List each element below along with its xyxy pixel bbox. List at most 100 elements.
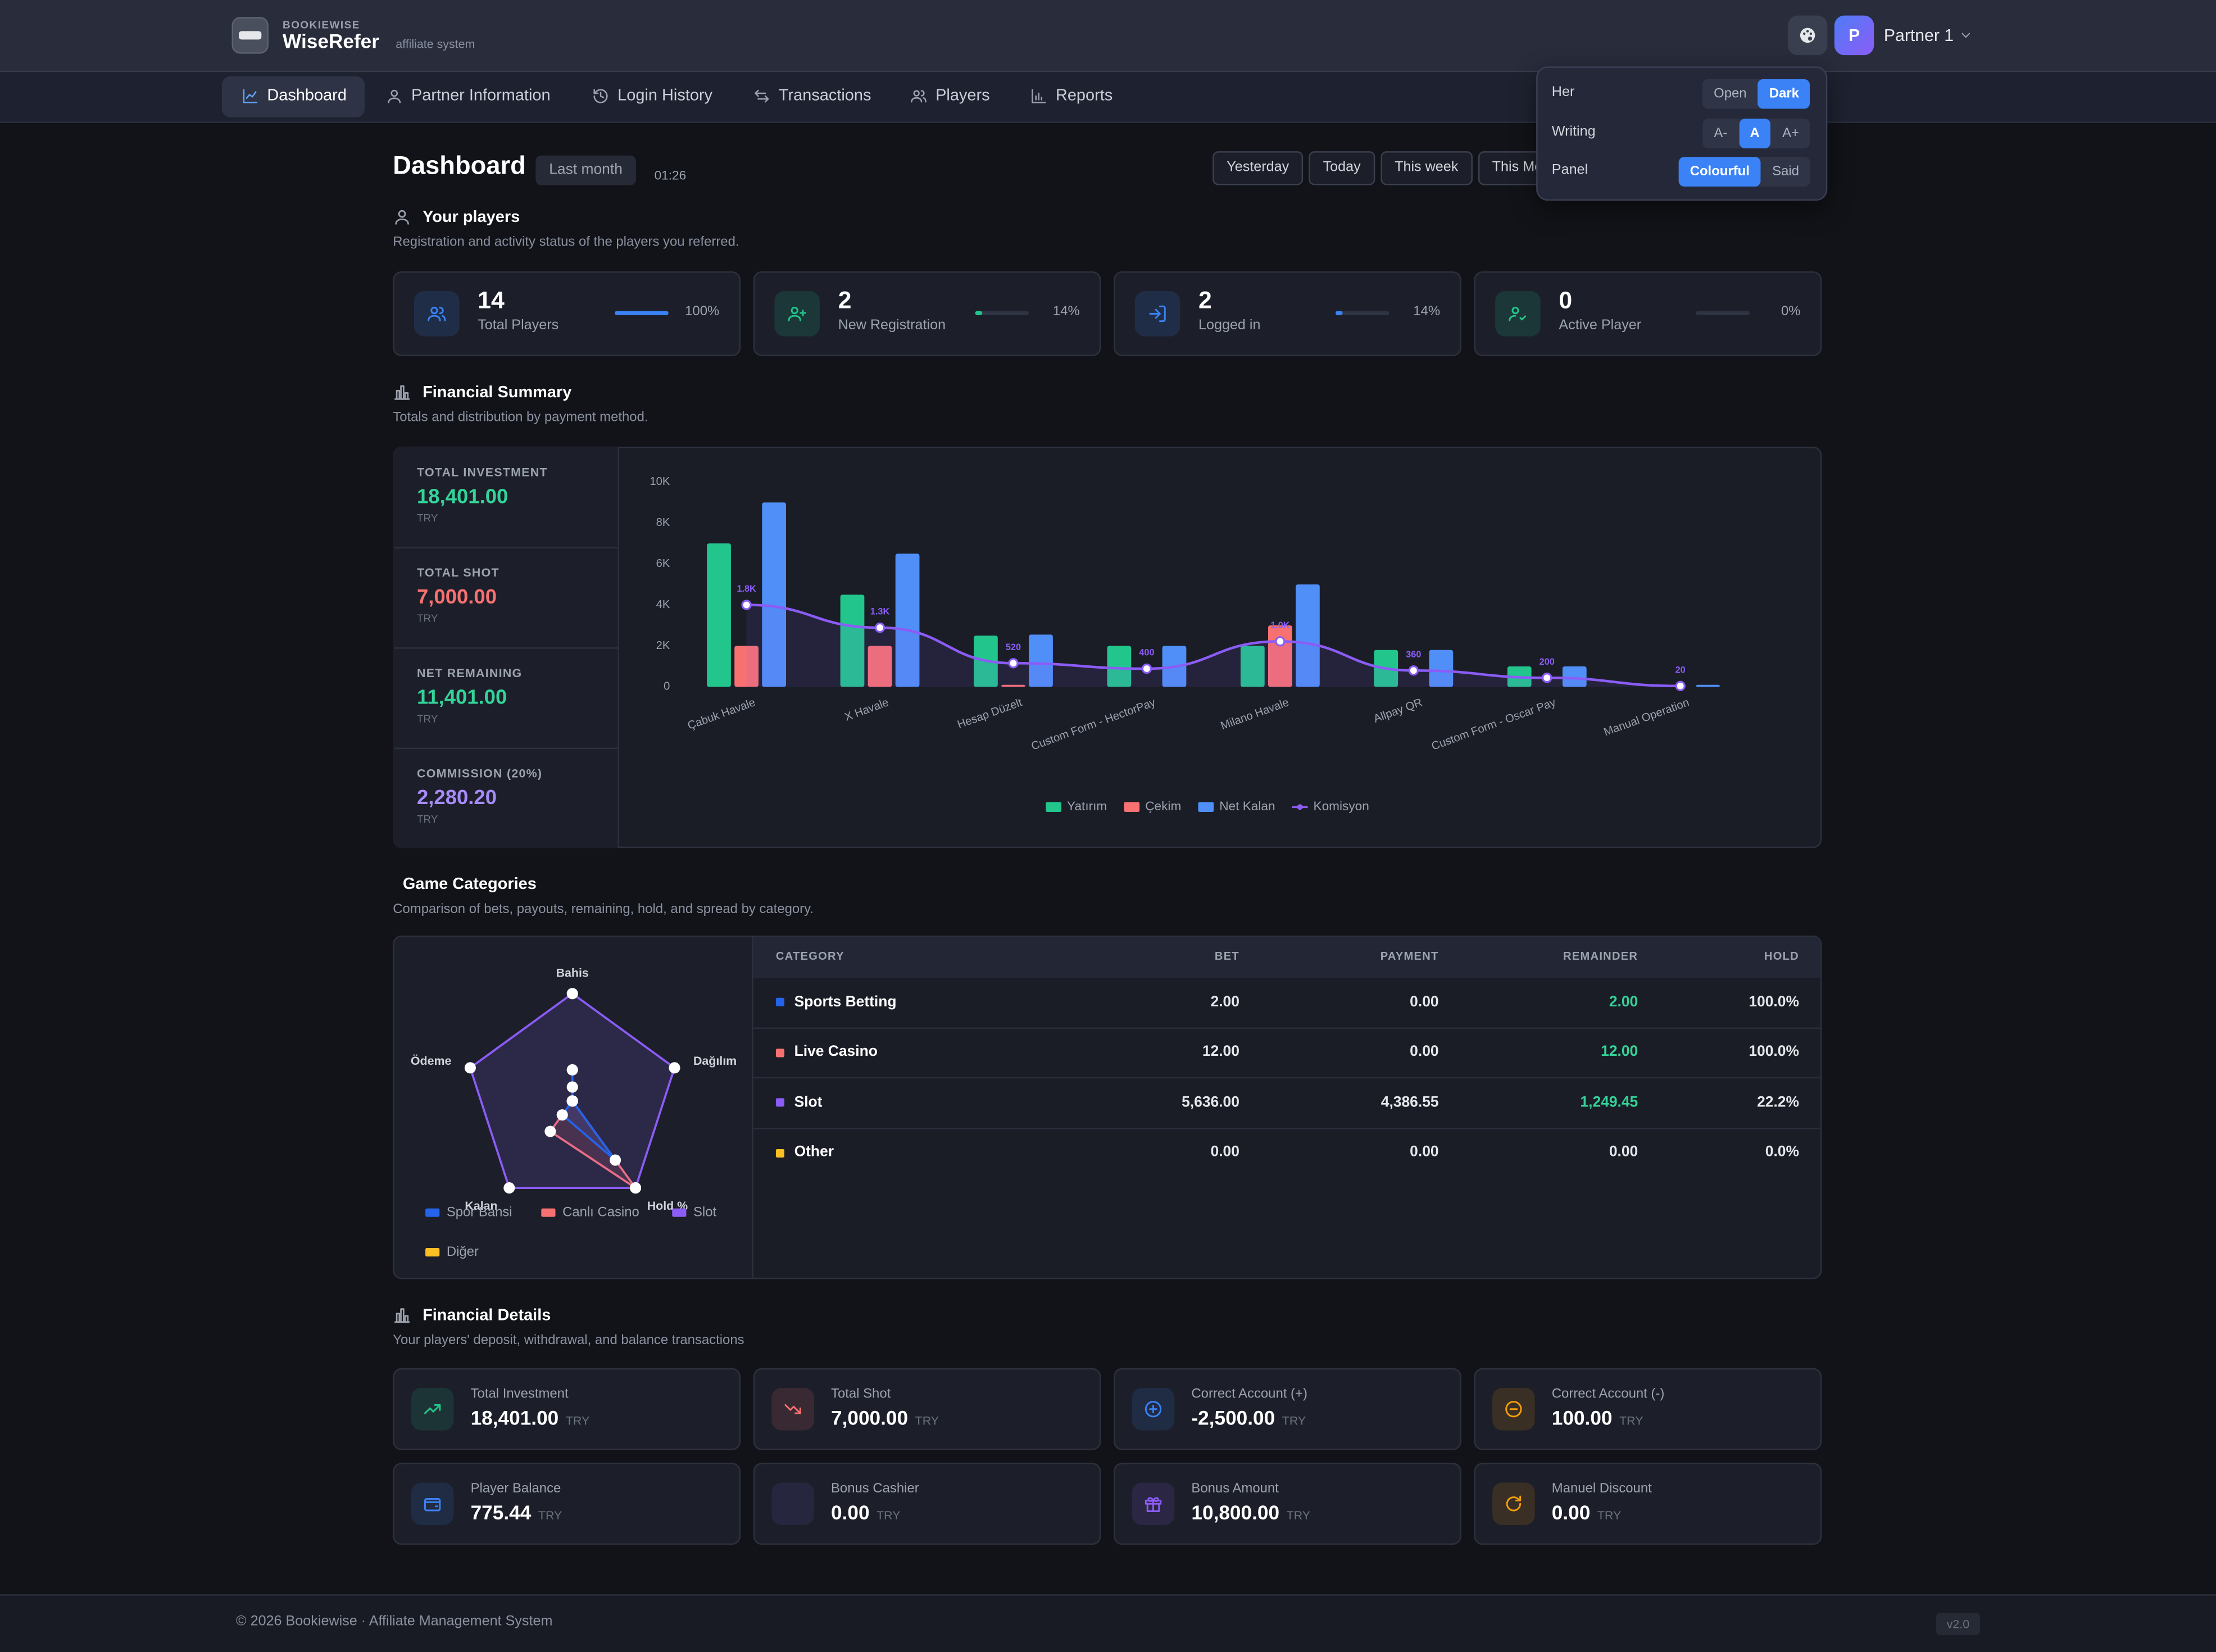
section-icon	[394, 1308, 410, 1323]
summary-label: TOTAL INVESTMENT	[417, 465, 548, 479]
detail-value-row: 10,800.00 TRY	[1191, 1501, 1310, 1529]
nav-item[interactable]: Players	[936, 87, 990, 105]
summary-currency: TRY	[417, 511, 438, 524]
setting-option[interactable]: Dark	[1758, 78, 1811, 108]
setting-label: Panel	[1551, 162, 1588, 178]
summary-value: 7,000.00	[417, 586, 497, 609]
detail-icon	[411, 1388, 454, 1431]
detail-icon	[411, 1482, 454, 1526]
icon-part	[1506, 1495, 1522, 1512]
icon-part	[913, 90, 920, 97]
nav-item[interactable]: Reports	[1055, 87, 1113, 105]
stat-glyph	[1149, 305, 1166, 323]
summary-label: TOTAL SHOT	[417, 565, 499, 580]
detail-value-row: 0.00 TRY	[1552, 1501, 1622, 1529]
stat-card	[1474, 271, 1822, 356]
section-title: Game Categories	[402, 876, 537, 893]
stat-card	[1114, 271, 1461, 356]
icon-part	[246, 91, 257, 99]
detail-glyph	[783, 1494, 802, 1514]
nav-icon	[911, 90, 927, 103]
detail-value-row: 0.00 TRY	[831, 1501, 901, 1529]
icon-part	[1809, 32, 1813, 35]
detail-glyph	[424, 1498, 441, 1512]
section-title: Your players	[423, 209, 520, 226]
icon-part	[1806, 30, 1809, 33]
detail-value: 18,401.00	[470, 1406, 559, 1429]
icon-part	[920, 90, 927, 103]
detail-card	[1474, 1463, 1822, 1545]
section-subtitle: Totals and distribution by payment metho…	[393, 410, 648, 426]
setting-option[interactable]: Open	[1714, 85, 1747, 101]
icon-part	[1149, 305, 1166, 323]
setting-option[interactable]: A-	[1714, 125, 1728, 141]
detail-value: 775.44	[470, 1501, 532, 1524]
palette-icon	[1800, 28, 1815, 43]
nav-icon	[243, 89, 257, 103]
detail-label: Manuel Discount	[1551, 1481, 1652, 1497]
filter-button[interactable]: This week	[1380, 151, 1473, 185]
table-cell: 5,636.00	[1182, 1093, 1239, 1111]
detail-card	[393, 1368, 741, 1450]
table-header: CATEGORY	[775, 950, 844, 963]
nav-item[interactable]: Partner Information	[411, 87, 551, 105]
detail-currency: TRY	[877, 1508, 901, 1522]
icon-part	[424, 1404, 441, 1414]
detail-value: 0.00	[830, 1501, 870, 1524]
icon-part	[400, 385, 405, 400]
period-pill: Last month	[535, 155, 636, 185]
icon-part	[788, 310, 806, 321]
nav-item[interactable]: Transactions	[778, 87, 871, 105]
setting-option[interactable]: Colourful	[1678, 156, 1761, 186]
summary-currency: TRY	[417, 712, 438, 725]
user-name[interactable]: Partner 1	[1883, 25, 1954, 45]
section-subtitle: Comparison of bets, payouts, remaining, …	[393, 902, 814, 918]
stat-value: 14	[478, 287, 505, 314]
summary-divider	[394, 547, 618, 548]
table-cell: 2.00	[1210, 993, 1239, 1010]
progress-track	[1335, 311, 1389, 315]
icon-part	[395, 218, 409, 225]
nav-item[interactable]: Login History	[617, 87, 713, 105]
detail-value-row: 7,000.00 TRY	[831, 1406, 939, 1435]
detail-value-row: 100.00 TRY	[1552, 1406, 1643, 1435]
detail-currency: TRY	[1282, 1413, 1306, 1428]
avatar[interactable]: P	[1834, 15, 1874, 56]
detail-card	[753, 1463, 1101, 1545]
filter-button[interactable]: Today	[1309, 151, 1375, 185]
detail-glyph	[1145, 1401, 1162, 1418]
detail-icon	[1492, 1388, 1535, 1431]
category-name: Other	[794, 1143, 834, 1161]
setting-option[interactable]: A	[1738, 118, 1771, 148]
detail-card	[393, 1463, 741, 1545]
icon-part	[1802, 32, 1806, 35]
table-cell: 0.00	[1210, 1143, 1239, 1161]
category-name: Live Casino	[794, 1043, 878, 1060]
detail-currency: TRY	[1619, 1413, 1643, 1428]
detail-label: Bonus Amount	[1191, 1481, 1279, 1497]
chevron	[1961, 33, 1970, 38]
section-title: Financial Summary	[423, 384, 572, 402]
setting-option[interactable]: Said	[1772, 163, 1799, 179]
icon-part	[784, 1404, 801, 1414]
brand-small: BOOKIEWISE	[283, 18, 360, 31]
logo	[231, 17, 269, 54]
detail-label: Correct Account (-)	[1551, 1387, 1665, 1403]
table-header-band	[753, 937, 1820, 978]
stat-value: 2	[1198, 287, 1212, 314]
icon-part	[755, 89, 769, 103]
filter-button[interactable]: Yesterday	[1213, 151, 1304, 185]
theme-button[interactable]	[1787, 15, 1828, 56]
nav-icon	[755, 89, 769, 103]
detail-label: Bonus Cashier	[830, 1481, 919, 1497]
section-subtitle: Registration and activity status of the …	[393, 235, 739, 251]
setting-option[interactable]: A+	[1782, 125, 1799, 141]
icon-part	[1509, 315, 1527, 321]
nav-item[interactable]: Dashboard	[267, 87, 347, 105]
summary-value: 11,401.00	[417, 687, 507, 710]
icon-part	[1808, 37, 1813, 41]
version-badge: v2.0	[1936, 1612, 1980, 1636]
icon-part	[430, 306, 438, 315]
detail-card	[1114, 1463, 1461, 1545]
